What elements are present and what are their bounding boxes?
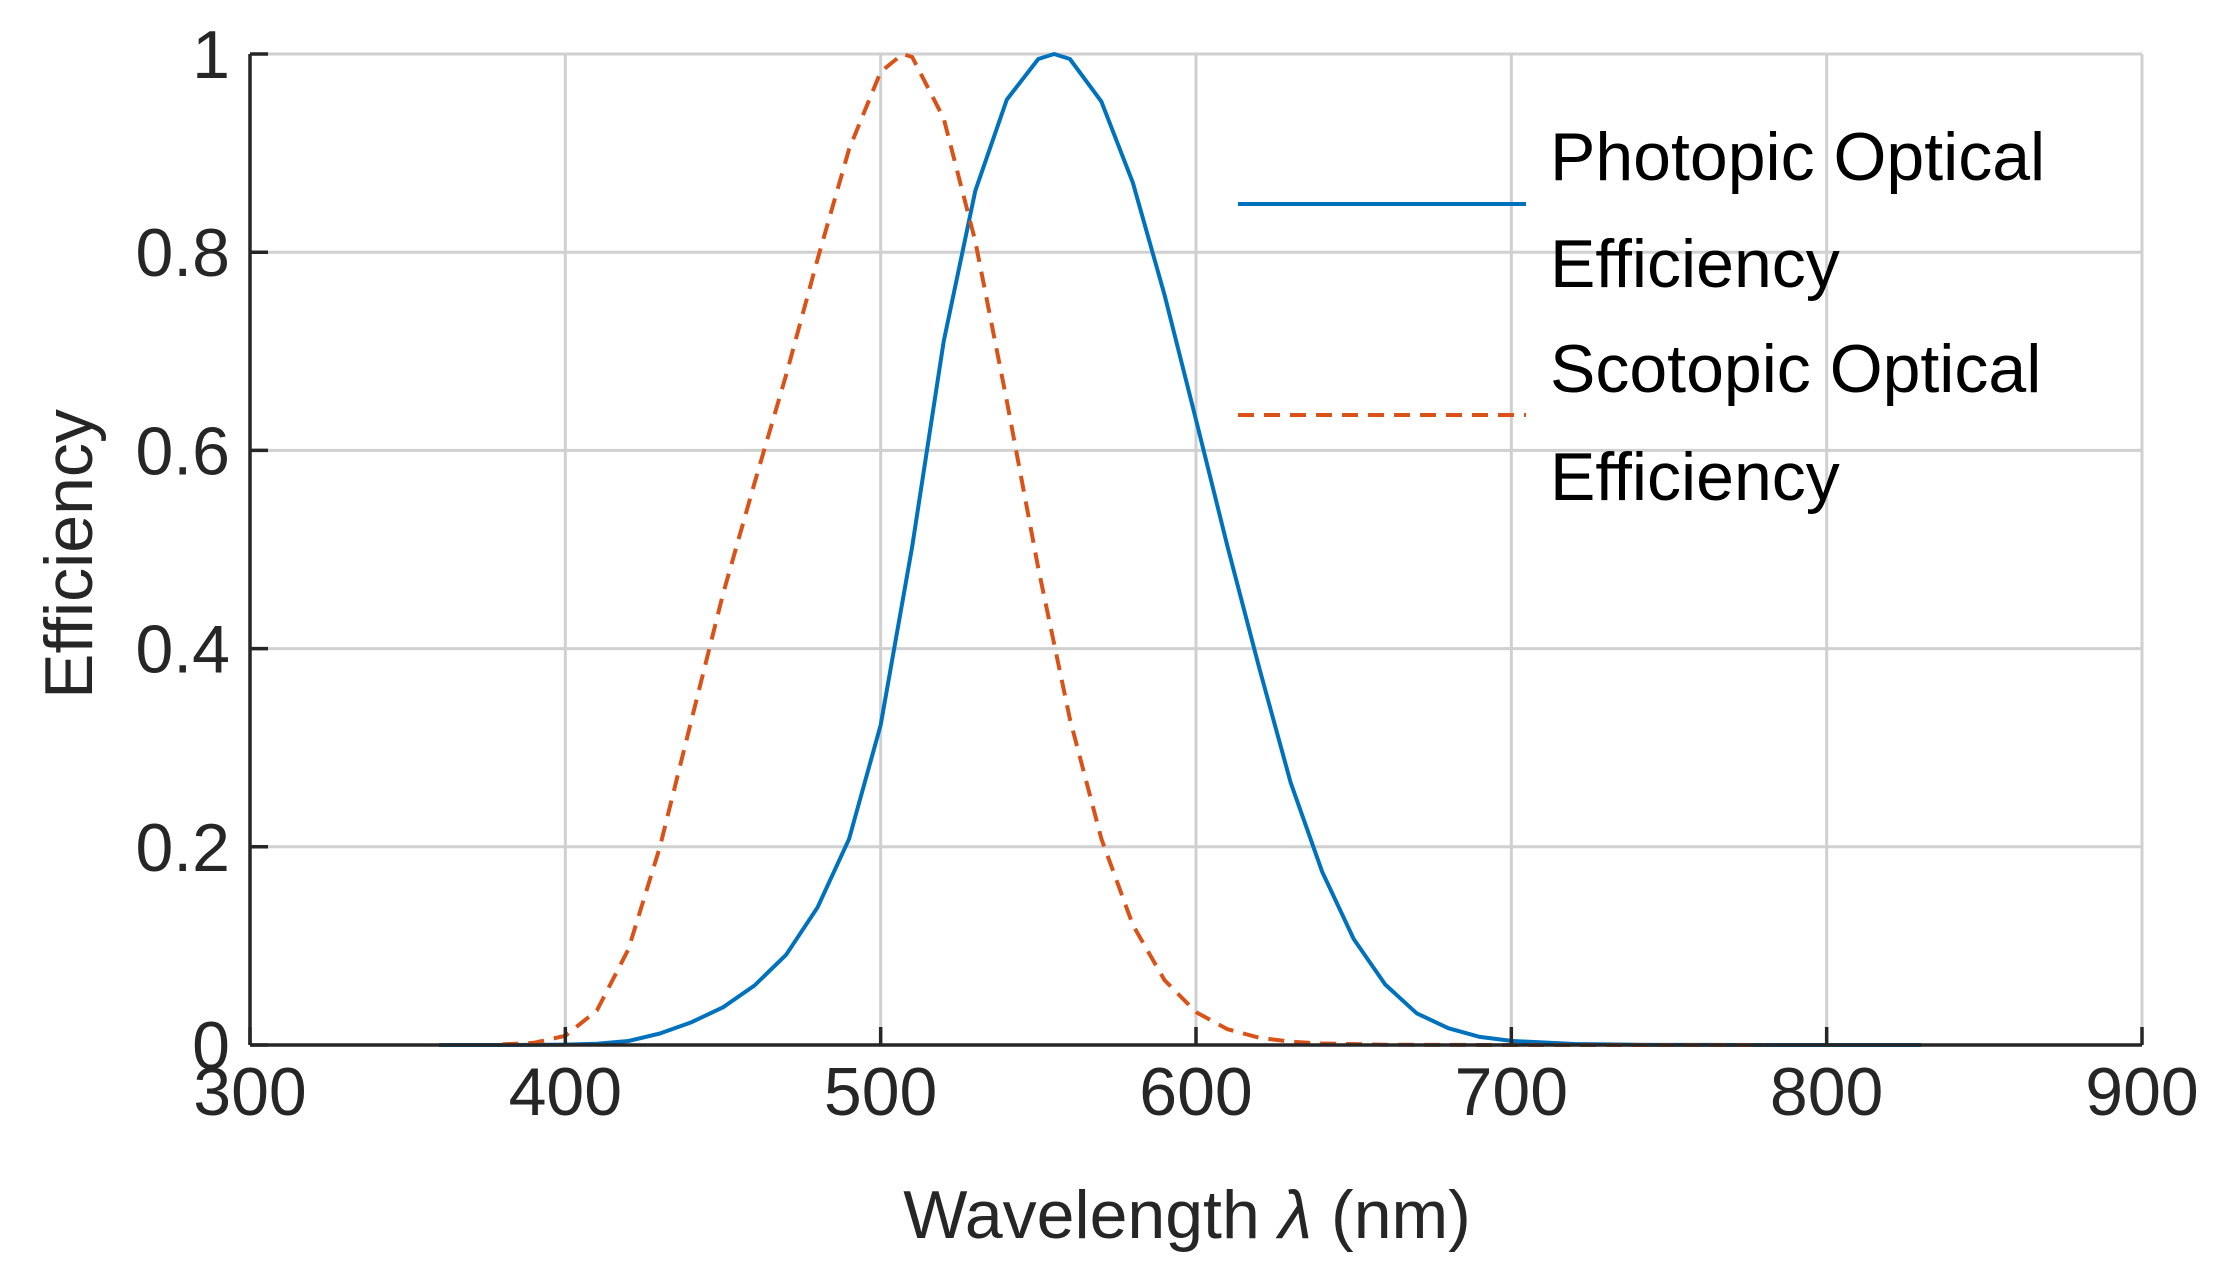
legend-label-scotopic: Scotopic Optical (1550, 331, 2041, 407)
x-tick-label: 400 (509, 1054, 622, 1130)
x-tick-label: 700 (1455, 1054, 1568, 1130)
y-tick-label: 0.4 (135, 612, 230, 688)
x-tick-label: 300 (193, 1054, 306, 1130)
x-axis-label-text: Wavelength (903, 1177, 1260, 1253)
tick-labels: 300 400 500 600 700 800 900 0 0.2 0.4 0.6 0.8 1 (135, 17, 2198, 1130)
x-tick-label: 900 (2085, 1054, 2198, 1130)
axes (248, 52, 2144, 1047)
legend: Photopic Optical Efficiency Scotopic Optic… (1238, 119, 2045, 515)
y-axis-label: Efficiency (31, 409, 107, 699)
x-axis-label-symbol: λ (1275, 1177, 1312, 1253)
legend-label-photopic: Photopic Optical (1550, 119, 2045, 195)
y-tick-label: 0.2 (135, 810, 230, 886)
y-tick-label: 0 (192, 1008, 230, 1084)
legend-label-scotopic: Efficiency (1550, 439, 1840, 515)
legend-label-photopic: Efficiency (1550, 226, 1840, 302)
y-tick-label: 0.6 (135, 413, 230, 489)
x-tick-label: 600 (1139, 1054, 1252, 1130)
series-line-photopic (439, 52, 1922, 1047)
y-tick-label: 1 (192, 17, 230, 93)
x-tick-label: 500 (824, 1054, 937, 1130)
x-tick-label: 800 (1770, 1054, 1883, 1130)
x-axis-label-unit: (nm) (1331, 1177, 1471, 1253)
x-axis-label: Wavelength λ (nm) (903, 1177, 1471, 1253)
y-tick-label: 0.8 (135, 215, 230, 291)
